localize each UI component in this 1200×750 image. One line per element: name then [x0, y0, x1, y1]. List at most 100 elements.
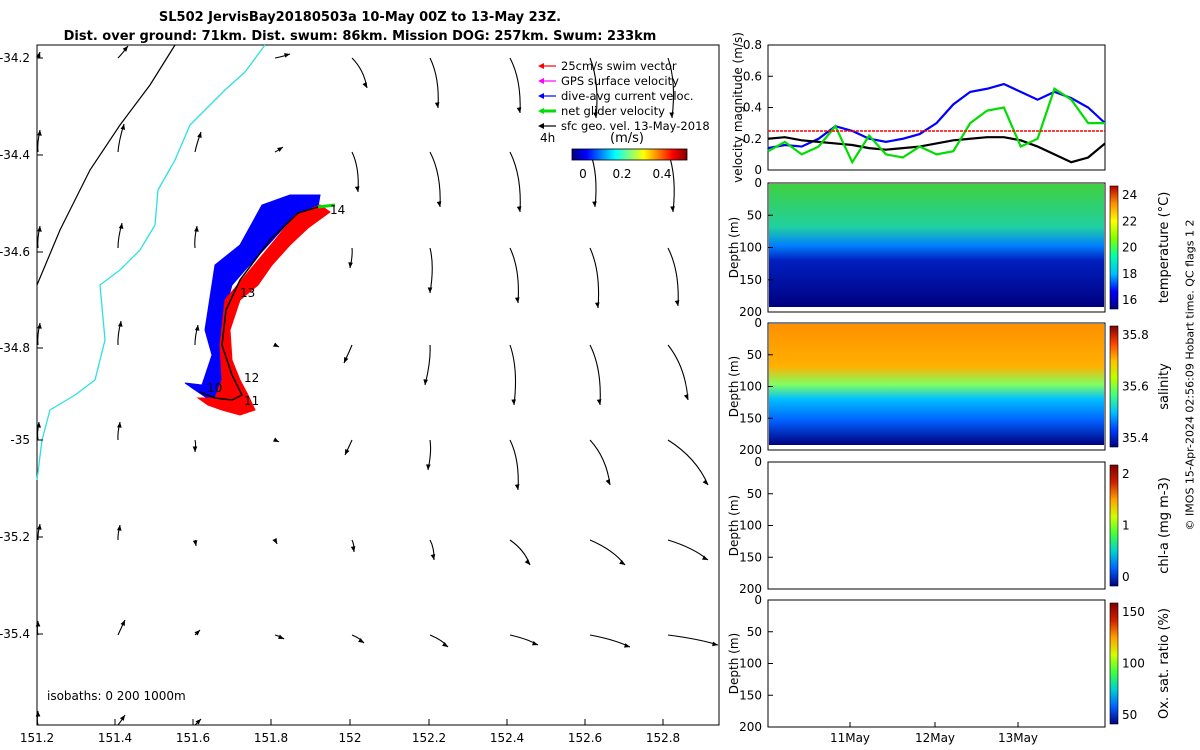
current-vector-arrowhead	[426, 464, 431, 470]
heatmap-colorbar-tick: 0	[1122, 570, 1130, 584]
heatmap-y-tick: 0	[754, 593, 762, 607]
current-vector-arrowhead	[592, 201, 597, 207]
current-vector-arrowhead	[434, 102, 440, 108]
velocity-y-tick: 0.6	[743, 69, 762, 83]
legend-label: GPS surface velocity	[561, 74, 679, 88]
legend-swatch-head	[538, 108, 544, 114]
heatmap-colorbar-label: Ox. sat. ratio (%)	[1157, 608, 1172, 719]
current-vector-arrowhead	[35, 621, 41, 627]
map-colorbar-label: (m/s)	[610, 131, 644, 146]
velocity-series-line	[767, 136, 1106, 164]
current-vector-arrowhead	[273, 437, 279, 442]
current-vector-arrowhead	[117, 321, 123, 327]
current-vector-arrowhead	[605, 479, 610, 485]
map-y-tick: -34.2	[0, 51, 30, 65]
heatmap-y-tick: 50	[747, 487, 762, 501]
heatmap-y-tick: 100	[739, 519, 762, 533]
current-vector-arrowhead	[358, 637, 364, 643]
current-vector-arrowhead	[516, 107, 522, 113]
heatmap-y-tick: 100	[739, 657, 762, 671]
isobaths-label: isobaths: 0 200 1000m	[47, 689, 186, 703]
current-vector-arrowhead	[594, 302, 600, 308]
title-line-1: SL502 JervisBay20180503a 10-May 00Z to 1…	[158, 10, 562, 25]
map-y-tick: -35.2	[0, 530, 30, 544]
heatmap-colorbar-tick: 18	[1122, 267, 1137, 281]
current-vector-arrowhead	[120, 124, 126, 130]
current-vector-arrowhead	[37, 130, 42, 136]
heatmap-y-tick: 200	[739, 582, 762, 596]
time-x-tick: 13May	[998, 731, 1038, 745]
heatmap-colorbar-label: salinity	[1157, 363, 1172, 410]
heatmap-panel: 0 50 100 150 200 Depth (m) 50 100 150 Ox. sat. ra…	[727, 593, 1172, 745]
net-velocity-arrow	[317, 203, 336, 209]
heatmap-axes-box	[767, 599, 1106, 728]
current-vector-arrowhead	[702, 555, 708, 560]
legend-label: net glider velocity	[561, 104, 665, 118]
current-vector-arrowhead	[197, 132, 202, 138]
heatmap-y-tick: 50	[747, 348, 762, 362]
isobath-line	[36, 44, 176, 286]
heatmap-y-tick: 200	[739, 305, 762, 319]
current-vector-arrowhead	[272, 538, 277, 544]
current-vector-arrowhead	[194, 226, 199, 232]
heatmap-colorbar-tick: 150	[1122, 605, 1145, 619]
current-vector-arrowhead	[194, 630, 200, 636]
temperature-field	[769, 184, 1104, 307]
current-vector-arrowhead	[436, 201, 442, 207]
map-x-tick: 152.8	[646, 731, 680, 745]
heatmap-colorbar-tick: 35.8	[1122, 328, 1149, 342]
current-vector-arrowhead	[593, 112, 598, 118]
map-x-tick: 152.2	[412, 731, 446, 745]
current-vector-arrowhead	[442, 641, 448, 647]
heatmap-colorbar-tick: 35.4	[1122, 431, 1149, 445]
heatmap-y-tick: 0	[754, 455, 762, 469]
legend-swatch-head	[538, 78, 544, 84]
track-label: 11	[244, 394, 259, 408]
track-label: 12	[244, 371, 259, 385]
map-x-tick: 152.4	[490, 731, 524, 745]
current-vector-arrowhead	[192, 540, 198, 546]
current-vector-arrowhead	[36, 422, 42, 428]
time-x-tick: 12May	[915, 731, 955, 745]
map-colorbar-tick: 0	[579, 167, 587, 181]
current-vector-arrowhead	[683, 394, 689, 400]
current-vector-arrowhead	[192, 446, 198, 452]
heatmap-y-tick: 100	[739, 241, 762, 255]
map-y-tick: -35.4	[0, 627, 30, 641]
map-x-tick: 151.2	[20, 731, 54, 745]
current-vector-arrowhead	[122, 46, 128, 52]
current-vector-arrowhead	[348, 262, 353, 268]
heatmap-colorbar-label: chl-a (mg m-3)	[1157, 477, 1172, 574]
glider-track-line	[199, 206, 319, 401]
velocity-series-line	[767, 87, 1105, 165]
map-x-tick: 151.8	[254, 731, 288, 745]
current-vector-arrowhead	[118, 223, 124, 229]
current-vector-arrowhead	[532, 640, 538, 646]
current-vector-arrowhead	[37, 323, 42, 329]
current-vector-arrow	[509, 151, 521, 213]
current-vector-arrow	[509, 344, 517, 406]
map-x-tick: 152.6	[568, 731, 602, 745]
map-y-tick: -34.6	[0, 245, 30, 259]
heatmap-colorbar	[1109, 602, 1119, 725]
map-x-tick: 151.4	[98, 731, 132, 745]
current-vector-arrowhead	[35, 711, 41, 717]
heatmap-colorbar-tick: 2	[1122, 467, 1130, 481]
velocity-y-label: velocity magnitude (m/s)	[731, 32, 745, 183]
heatmap-y-label: Depth (m)	[727, 356, 741, 417]
heatmap-y-label: Depth (m)	[727, 633, 741, 694]
track-label: 13	[240, 286, 255, 300]
current-vector-arrowhead	[430, 554, 436, 560]
map-colorbar-tick: 0.4	[652, 167, 671, 181]
velocity-series-line	[767, 82, 1106, 150]
current-vector-arrow	[667, 247, 679, 307]
heatmap-y-label: Depth (m)	[727, 495, 741, 556]
velocity-y-tick: 0.4	[743, 101, 762, 115]
heatmap-panel: 0 50 100 150 200 Depth (m) 0 1 2 chl-a (mg m-3)	[727, 455, 1172, 596]
current-vector-arrow	[589, 247, 600, 309]
heatmap-colorbar-tick: 50	[1122, 708, 1137, 722]
current-vector-arrowhead	[511, 399, 516, 405]
current-vector-arrowhead	[354, 186, 360, 192]
velocity-y-tick: 0	[754, 163, 762, 177]
heatmap-colorbar	[1109, 464, 1119, 587]
